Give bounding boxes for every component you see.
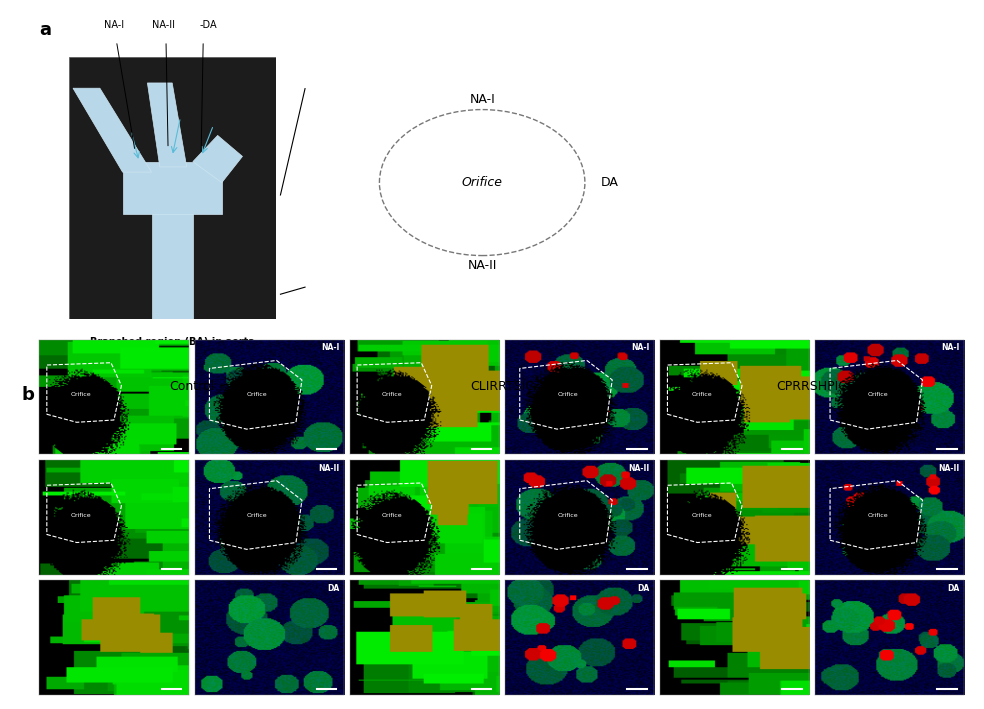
FancyBboxPatch shape — [280, 39, 684, 326]
Text: NA-II: NA-II — [939, 464, 959, 472]
Text: CPRRSHPIC: CPRRSHPIC — [776, 380, 847, 393]
Text: Orifice: Orifice — [557, 513, 578, 518]
Text: NA-I: NA-I — [469, 93, 495, 106]
Text: DA: DA — [327, 584, 339, 593]
Text: DA: DA — [638, 584, 649, 593]
Text: Branched region (BA) in aorta: Branched region (BA) in aorta — [90, 337, 255, 347]
Text: Orifice: Orifice — [461, 176, 503, 189]
Text: b: b — [22, 386, 34, 404]
Polygon shape — [123, 162, 221, 214]
Text: NA-I: NA-I — [104, 21, 124, 30]
Text: Orifice: Orifice — [868, 392, 889, 397]
Text: Orifice: Orifice — [247, 513, 268, 518]
Text: Orifice: Orifice — [557, 392, 578, 397]
Text: Control: Control — [169, 380, 215, 393]
Text: CLIRRTSIC: CLIRRTSIC — [469, 380, 534, 393]
Polygon shape — [73, 88, 152, 172]
Text: NA-II: NA-II — [467, 259, 497, 272]
Ellipse shape — [380, 110, 584, 255]
Text: NA-II: NA-II — [318, 464, 339, 472]
Text: Orifice: Orifice — [71, 392, 92, 397]
Text: NA-I: NA-I — [942, 343, 959, 352]
Text: a: a — [39, 21, 51, 39]
Polygon shape — [152, 209, 193, 319]
Text: Orifice: Orifice — [247, 392, 268, 397]
Text: NA-I: NA-I — [321, 343, 339, 352]
Text: Orifice: Orifice — [692, 513, 712, 518]
Text: DA: DA — [601, 176, 619, 189]
Text: -DA: -DA — [199, 21, 216, 30]
Text: DA: DA — [948, 584, 959, 593]
Polygon shape — [193, 135, 242, 183]
Text: NA-II: NA-II — [153, 21, 175, 30]
Text: Orifice: Orifice — [71, 513, 92, 518]
Text: Orifice: Orifice — [868, 513, 889, 518]
Polygon shape — [148, 83, 187, 167]
Text: NA-II: NA-II — [629, 464, 649, 472]
Text: NA-I: NA-I — [631, 343, 649, 352]
FancyBboxPatch shape — [69, 57, 276, 319]
Text: Orifice: Orifice — [381, 513, 401, 518]
Text: Orifice: Orifice — [692, 392, 712, 397]
Text: Orifice: Orifice — [381, 392, 401, 397]
